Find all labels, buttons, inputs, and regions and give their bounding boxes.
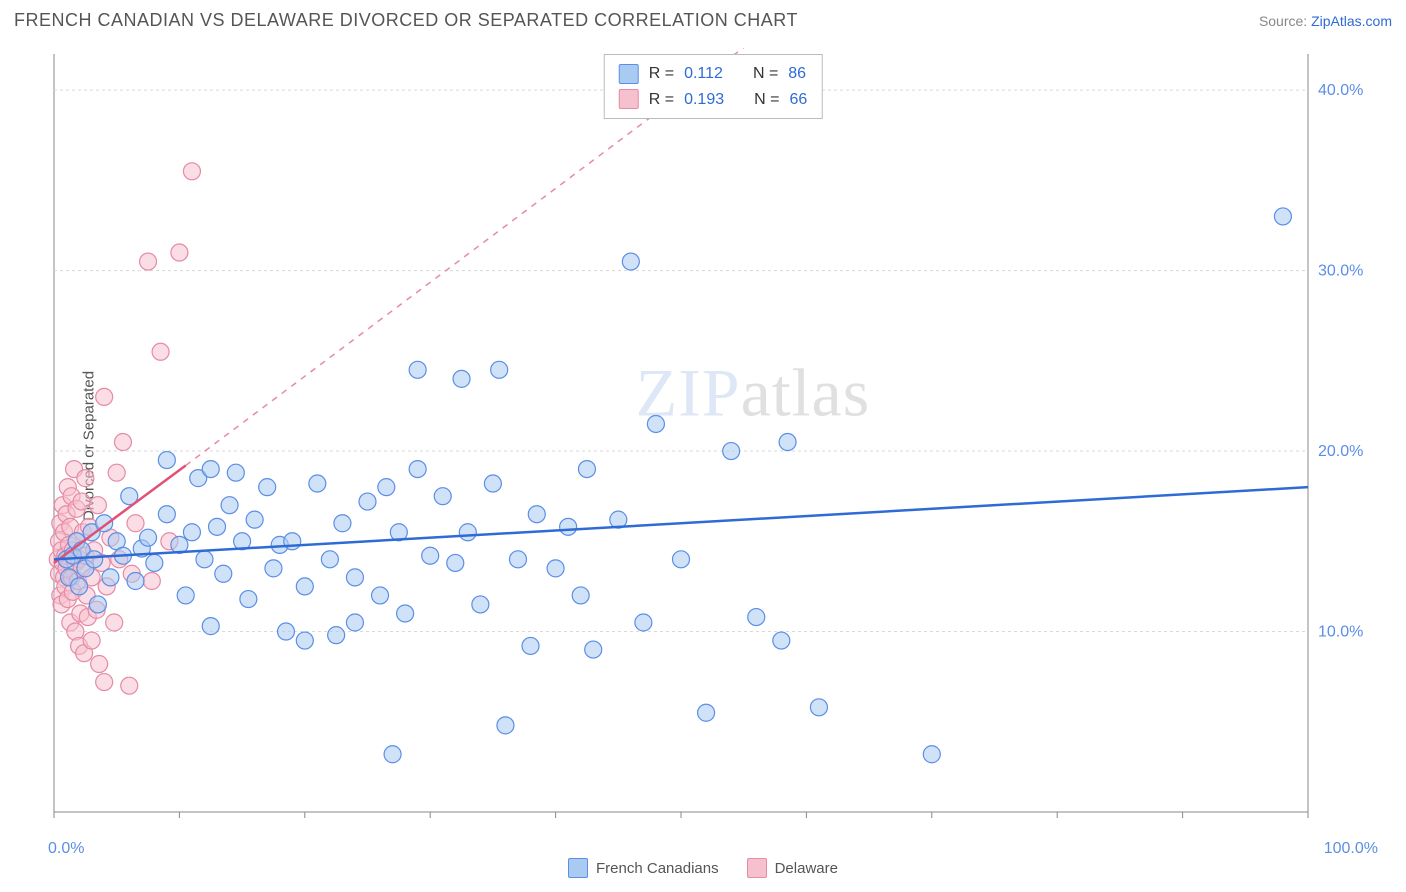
r-label-2: R = [649, 87, 674, 113]
legend-swatch-1 [568, 858, 588, 878]
svg-text:40.0%: 40.0% [1318, 82, 1363, 99]
r-label-1: R = [649, 61, 674, 87]
r-value-2: 0.193 [684, 87, 724, 113]
legend-bottom: French Canadians Delaware [0, 858, 1406, 878]
svg-text:10.0%: 10.0% [1318, 624, 1363, 641]
legend-item-1: French Canadians [568, 858, 719, 878]
legend-item-2: Delaware [747, 858, 838, 878]
r-value-1: 0.112 [684, 61, 723, 87]
n-value-2: 66 [789, 87, 807, 113]
n-label-1: N = [753, 61, 778, 87]
legend-label-1: French Canadians [596, 860, 719, 877]
chart-plot-area: 10.0% 20.0% 30.0% 40.0% R = 0.112 N = 86 R … [48, 48, 1378, 832]
n-label-2: N = [754, 87, 779, 113]
source-prefix: Source: [1259, 13, 1311, 29]
stats-swatch-1 [619, 64, 639, 84]
chart-title: FRENCH CANADIAN VS DELAWARE DIVORCED OR … [14, 10, 798, 31]
source-label: Source: ZipAtlas.com [1259, 13, 1392, 29]
legend-label-2: Delaware [775, 860, 838, 877]
stats-row-2: R = 0.193 N = 66 [619, 87, 808, 113]
svg-text:20.0%: 20.0% [1318, 443, 1363, 460]
x-axis-max-label: 100.0% [1324, 840, 1378, 858]
svg-text:30.0%: 30.0% [1318, 263, 1363, 280]
stats-legend-box: R = 0.112 N = 86 R = 0.193 N = 66 [604, 54, 823, 119]
stats-swatch-2 [619, 89, 639, 109]
stats-row-1: R = 0.112 N = 86 [619, 61, 808, 87]
x-axis-min-label: 0.0% [48, 840, 84, 858]
scatter-svg: 10.0% 20.0% 30.0% 40.0% [48, 48, 1378, 832]
n-value-1: 86 [788, 61, 806, 87]
source-link[interactable]: ZipAtlas.com [1311, 13, 1392, 29]
legend-swatch-2 [747, 858, 767, 878]
